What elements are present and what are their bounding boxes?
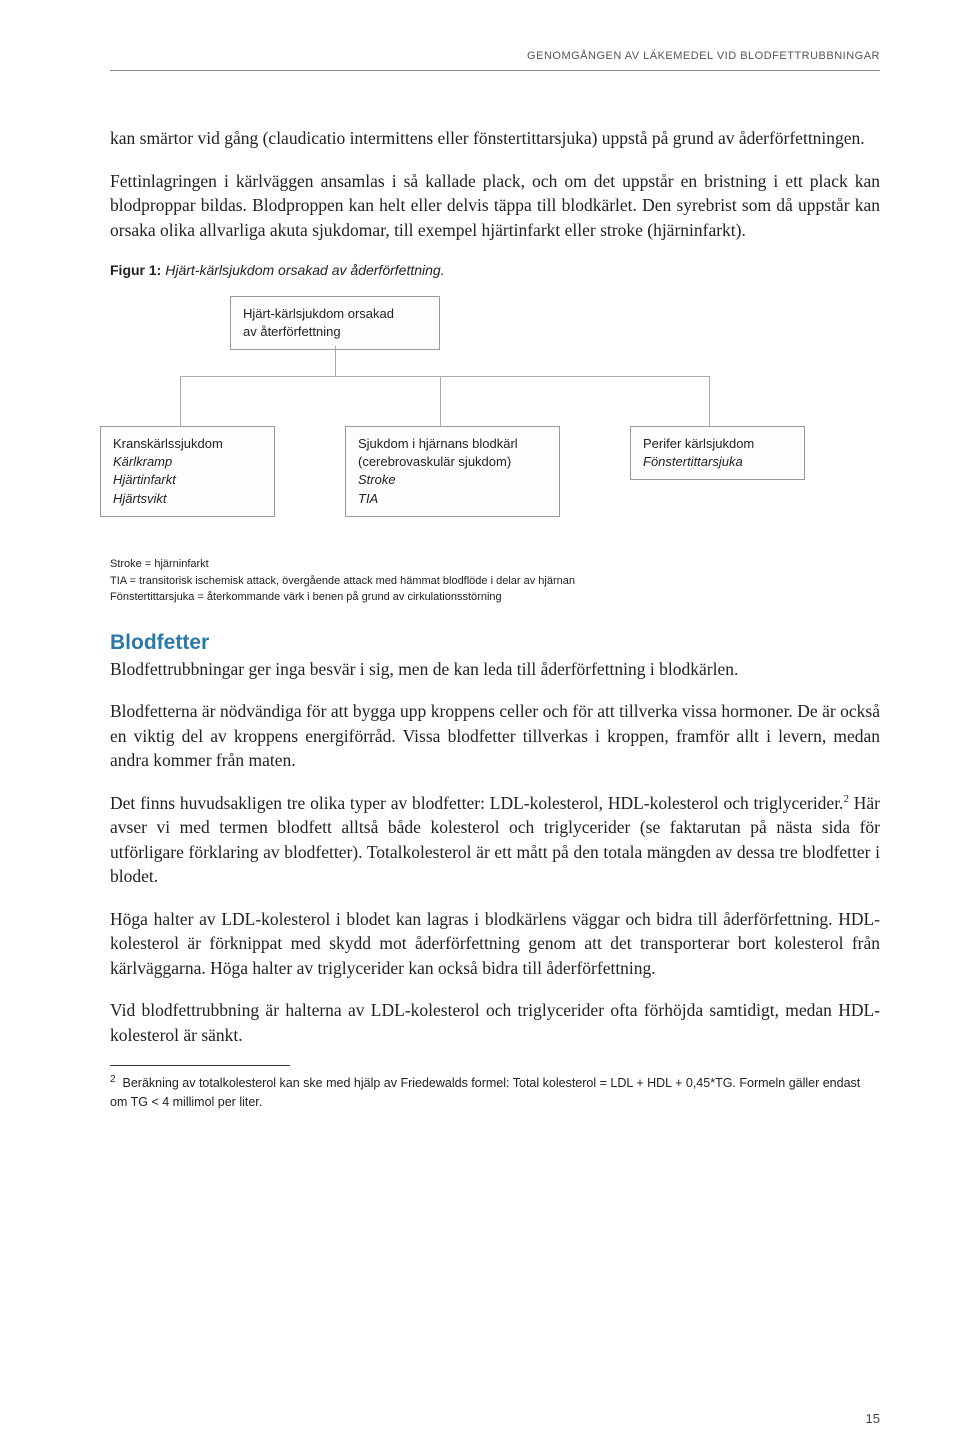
conn-vert-root bbox=[335, 346, 336, 376]
diagram-legend: Stroke = hjärninfarkt TIA = transitorisk… bbox=[110, 556, 880, 606]
conn-drop-1 bbox=[180, 376, 181, 426]
paragraph-1: kan smärtor vid gång (claudicatio interm… bbox=[110, 126, 880, 151]
footnote-text: Beräkning av totalkolesterol kan ske med… bbox=[110, 1076, 860, 1109]
paragraph-5: Det finns huvudsakligen tre olika typer … bbox=[110, 791, 880, 889]
page-number: 15 bbox=[866, 1411, 880, 1426]
root-line1: Hjärt-kärlsjukdom orsakad bbox=[243, 305, 427, 323]
section-heading-blodfetter: Blodfetter bbox=[110, 631, 880, 655]
box2-l2: TIA bbox=[358, 490, 547, 508]
running-header: GENOMGÅNGEN AV LÄKEMEDEL VID BLODFETTRUB… bbox=[110, 50, 880, 62]
box1-l2: Hjärtinfarkt bbox=[113, 471, 262, 489]
box1-l3: Hjärtsvikt bbox=[113, 490, 262, 508]
diagram-box-1: Kranskärlssjukdom Kärlkramp Hjärtinfarkt… bbox=[100, 426, 275, 517]
root-line2: av återförfettning bbox=[243, 323, 427, 341]
footnote-2: 2 Beräkning av totalkolesterol kan ske m… bbox=[110, 1072, 880, 1112]
conn-drop-2 bbox=[440, 376, 441, 426]
paragraph-3: Blodfettrubbningar ger inga besvär i sig… bbox=[110, 657, 880, 682]
diagram-root-box: Hjärt-kärlsjukdom orsakad av återförfett… bbox=[230, 296, 440, 350]
paragraph-2: Fettinlagringen i kärlväggen ansamlas i … bbox=[110, 169, 880, 243]
box1-title: Kranskärlssjukdom bbox=[113, 435, 262, 453]
tree-diagram: Hjärt-kärlsjukdom orsakad av återförfett… bbox=[110, 296, 880, 546]
box1-l1: Kärlkramp bbox=[113, 453, 262, 471]
footnote-rule bbox=[110, 1065, 290, 1066]
footnote-num: 2 bbox=[110, 1074, 116, 1085]
box3-l1: Fönstertittarsjuka bbox=[643, 453, 792, 471]
legend-l1: Stroke = hjärninfarkt bbox=[110, 556, 880, 573]
figure-label: Figur 1: bbox=[110, 262, 161, 278]
figure-caption: Figur 1: Hjärt-kärlsjukdom orsakad av åd… bbox=[110, 262, 880, 278]
page-container: GENOMGÅNGEN AV LÄKEMEDEL VID BLODFETTRUB… bbox=[0, 0, 960, 1456]
paragraph-7: Vid blodfettrubbning är halterna av LDL-… bbox=[110, 998, 880, 1047]
para5a: Det finns huvudsakligen tre olika typer … bbox=[110, 793, 843, 813]
conn-drop-3 bbox=[709, 376, 710, 426]
paragraph-4: Blodfetterna är nödvändiga för att bygga… bbox=[110, 699, 880, 773]
diagram-box-2: Sjukdom i hjärnans blodkärl (cerebrovask… bbox=[345, 426, 560, 517]
diagram-box-3: Perifer kärlsjukdom Fönstertittarsjuka bbox=[630, 426, 805, 480]
legend-l3: Fönstertittarsjuka = återkommande värk i… bbox=[110, 589, 880, 606]
box3-title: Perifer kärlsjukdom bbox=[643, 435, 792, 453]
box2-sub: (cerebrovaskulär sjukdom) bbox=[358, 453, 547, 471]
box2-l1: Stroke bbox=[358, 471, 547, 489]
paragraph-6: Höga halter av LDL-kolesterol i blodet k… bbox=[110, 907, 880, 981]
legend-l2: TIA = transitorisk ischemisk attack, öve… bbox=[110, 573, 880, 590]
figure-caption-text: Hjärt-kärlsjukdom orsakad av åderförfett… bbox=[165, 262, 444, 278]
conn-horiz bbox=[180, 376, 710, 377]
header-rule bbox=[110, 70, 880, 71]
box2-title: Sjukdom i hjärnans blodkärl bbox=[358, 435, 547, 453]
